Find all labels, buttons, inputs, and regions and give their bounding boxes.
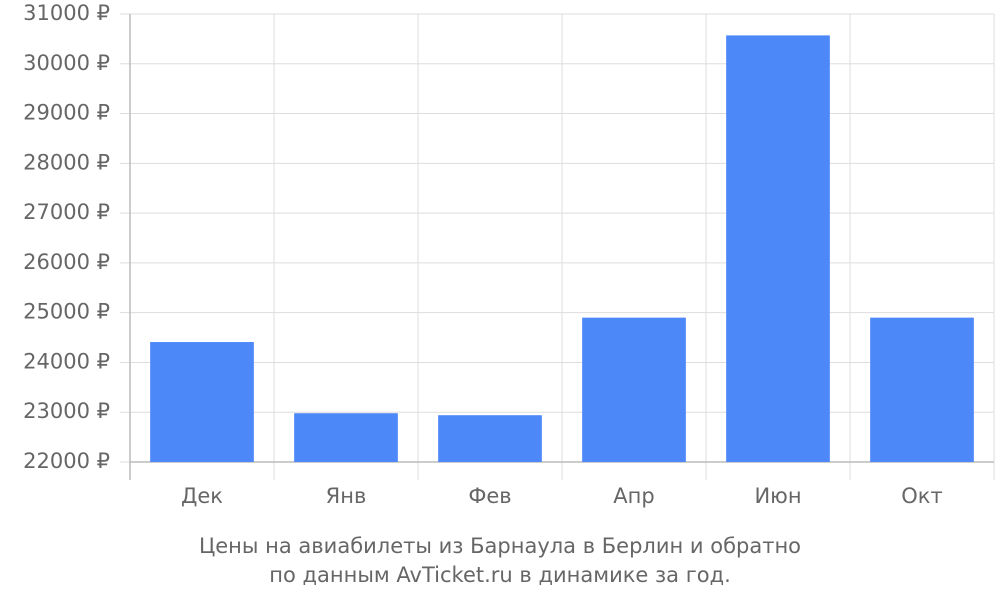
bar: [150, 342, 254, 462]
y-tick-label: 24000 ₽: [23, 349, 110, 373]
chart-subtitle: по данным AvTicket.ru в динамике за год.: [269, 563, 731, 587]
bar: [438, 415, 542, 462]
y-tick-label: 30000 ₽: [23, 51, 110, 75]
x-tick-label: Фев: [468, 484, 511, 508]
chart-title: Цены на авиабилеты из Барнаула в Берлин …: [199, 534, 801, 558]
y-tick-label: 23000 ₽: [23, 399, 110, 423]
y-tick-label: 31000 ₽: [23, 1, 110, 25]
bar: [294, 413, 398, 462]
x-tick-label: Окт: [901, 484, 942, 508]
y-tick-label: 28000 ₽: [23, 150, 110, 174]
x-tick-label: Янв: [326, 484, 367, 508]
bar: [582, 317, 686, 462]
bar: [870, 317, 974, 462]
x-tick-label: Дек: [181, 484, 223, 508]
y-tick-label: 22000 ₽: [23, 449, 110, 473]
y-tick-label: 27000 ₽: [23, 200, 110, 224]
y-tick-label: 26000 ₽: [23, 250, 110, 274]
x-tick-label: Апр: [613, 484, 654, 508]
y-tick-label: 25000 ₽: [23, 300, 110, 324]
y-tick-label: 29000 ₽: [23, 101, 110, 125]
x-tick-label: Июн: [754, 484, 801, 508]
bar: [726, 35, 830, 462]
